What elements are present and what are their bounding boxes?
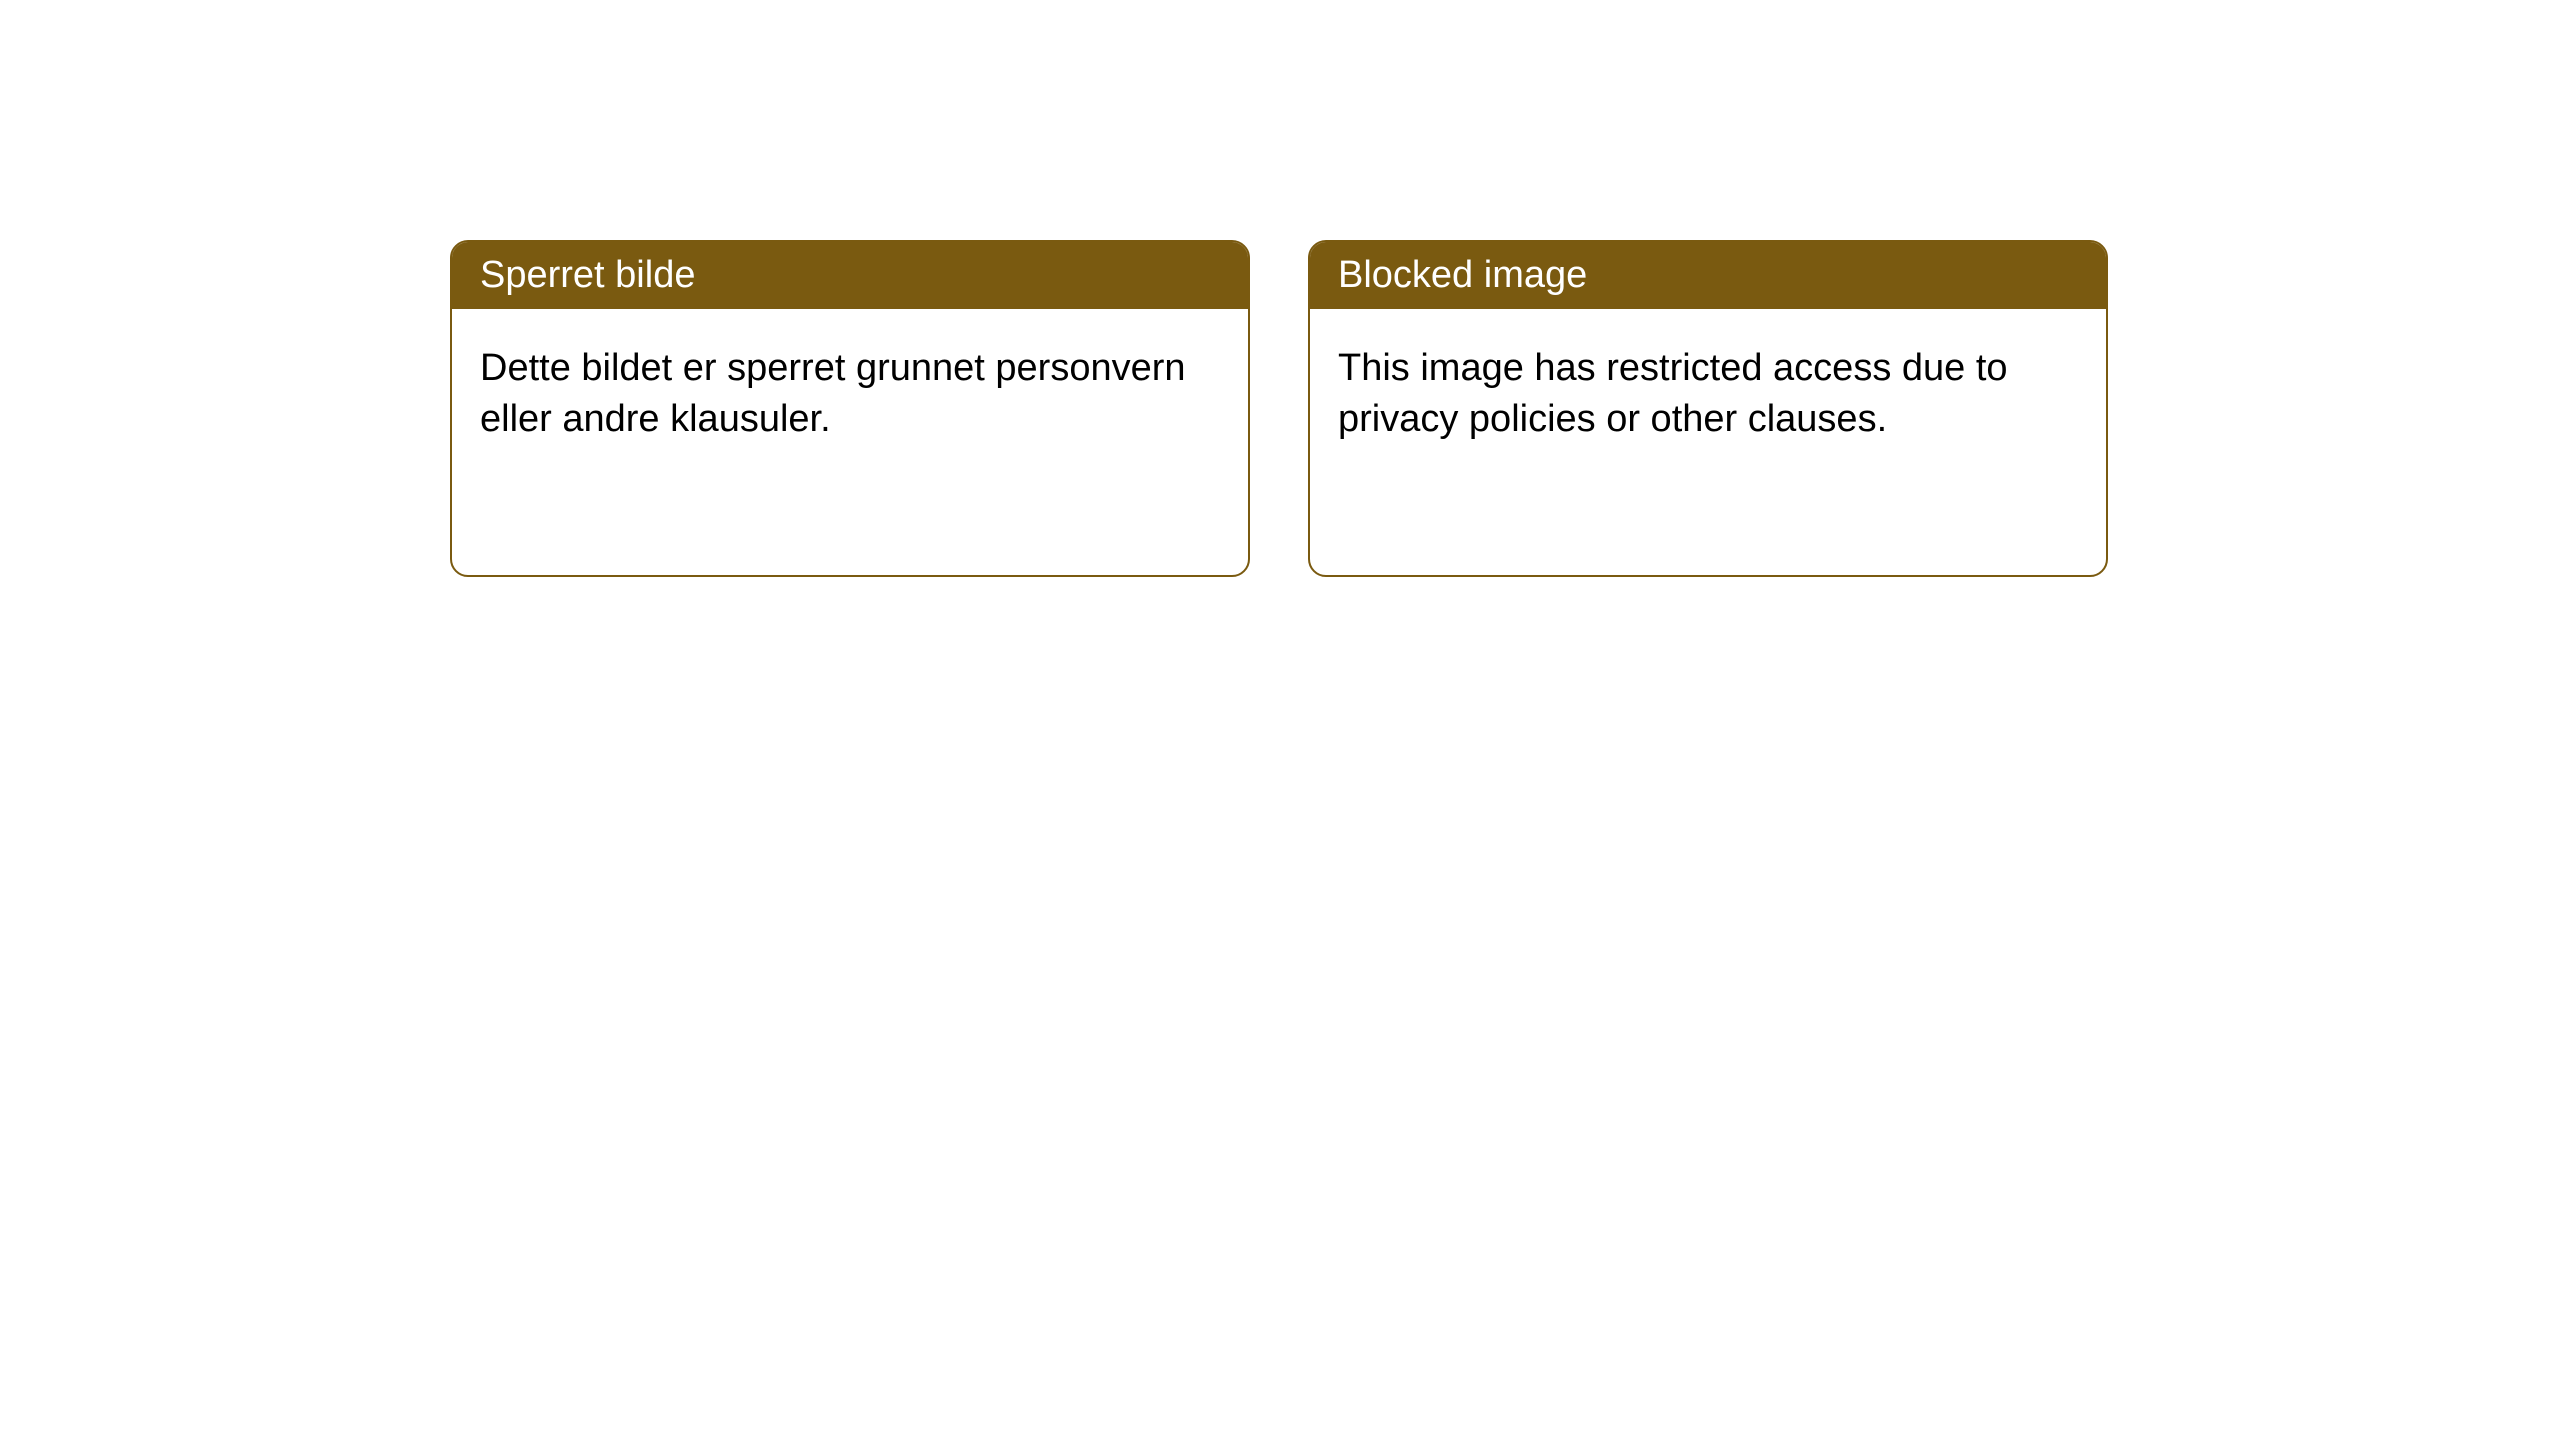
card-header: Sperret bilde <box>452 242 1248 309</box>
card-body: This image has restricted access due to … <box>1310 309 2106 480</box>
card-header-text: Blocked image <box>1338 254 1587 296</box>
card-header-text: Sperret bilde <box>480 254 695 296</box>
notice-cards-container: Sperret bilde Dette bildet er sperret gr… <box>450 240 2560 577</box>
card-header: Blocked image <box>1310 242 2106 309</box>
card-body: Dette bildet er sperret grunnet personve… <box>452 309 1248 480</box>
notice-card-norwegian: Sperret bilde Dette bildet er sperret gr… <box>450 240 1250 577</box>
notice-card-english: Blocked image This image has restricted … <box>1308 240 2108 577</box>
card-body-text: This image has restricted access due to … <box>1338 347 2008 440</box>
card-body-text: Dette bildet er sperret grunnet personve… <box>480 347 1186 440</box>
